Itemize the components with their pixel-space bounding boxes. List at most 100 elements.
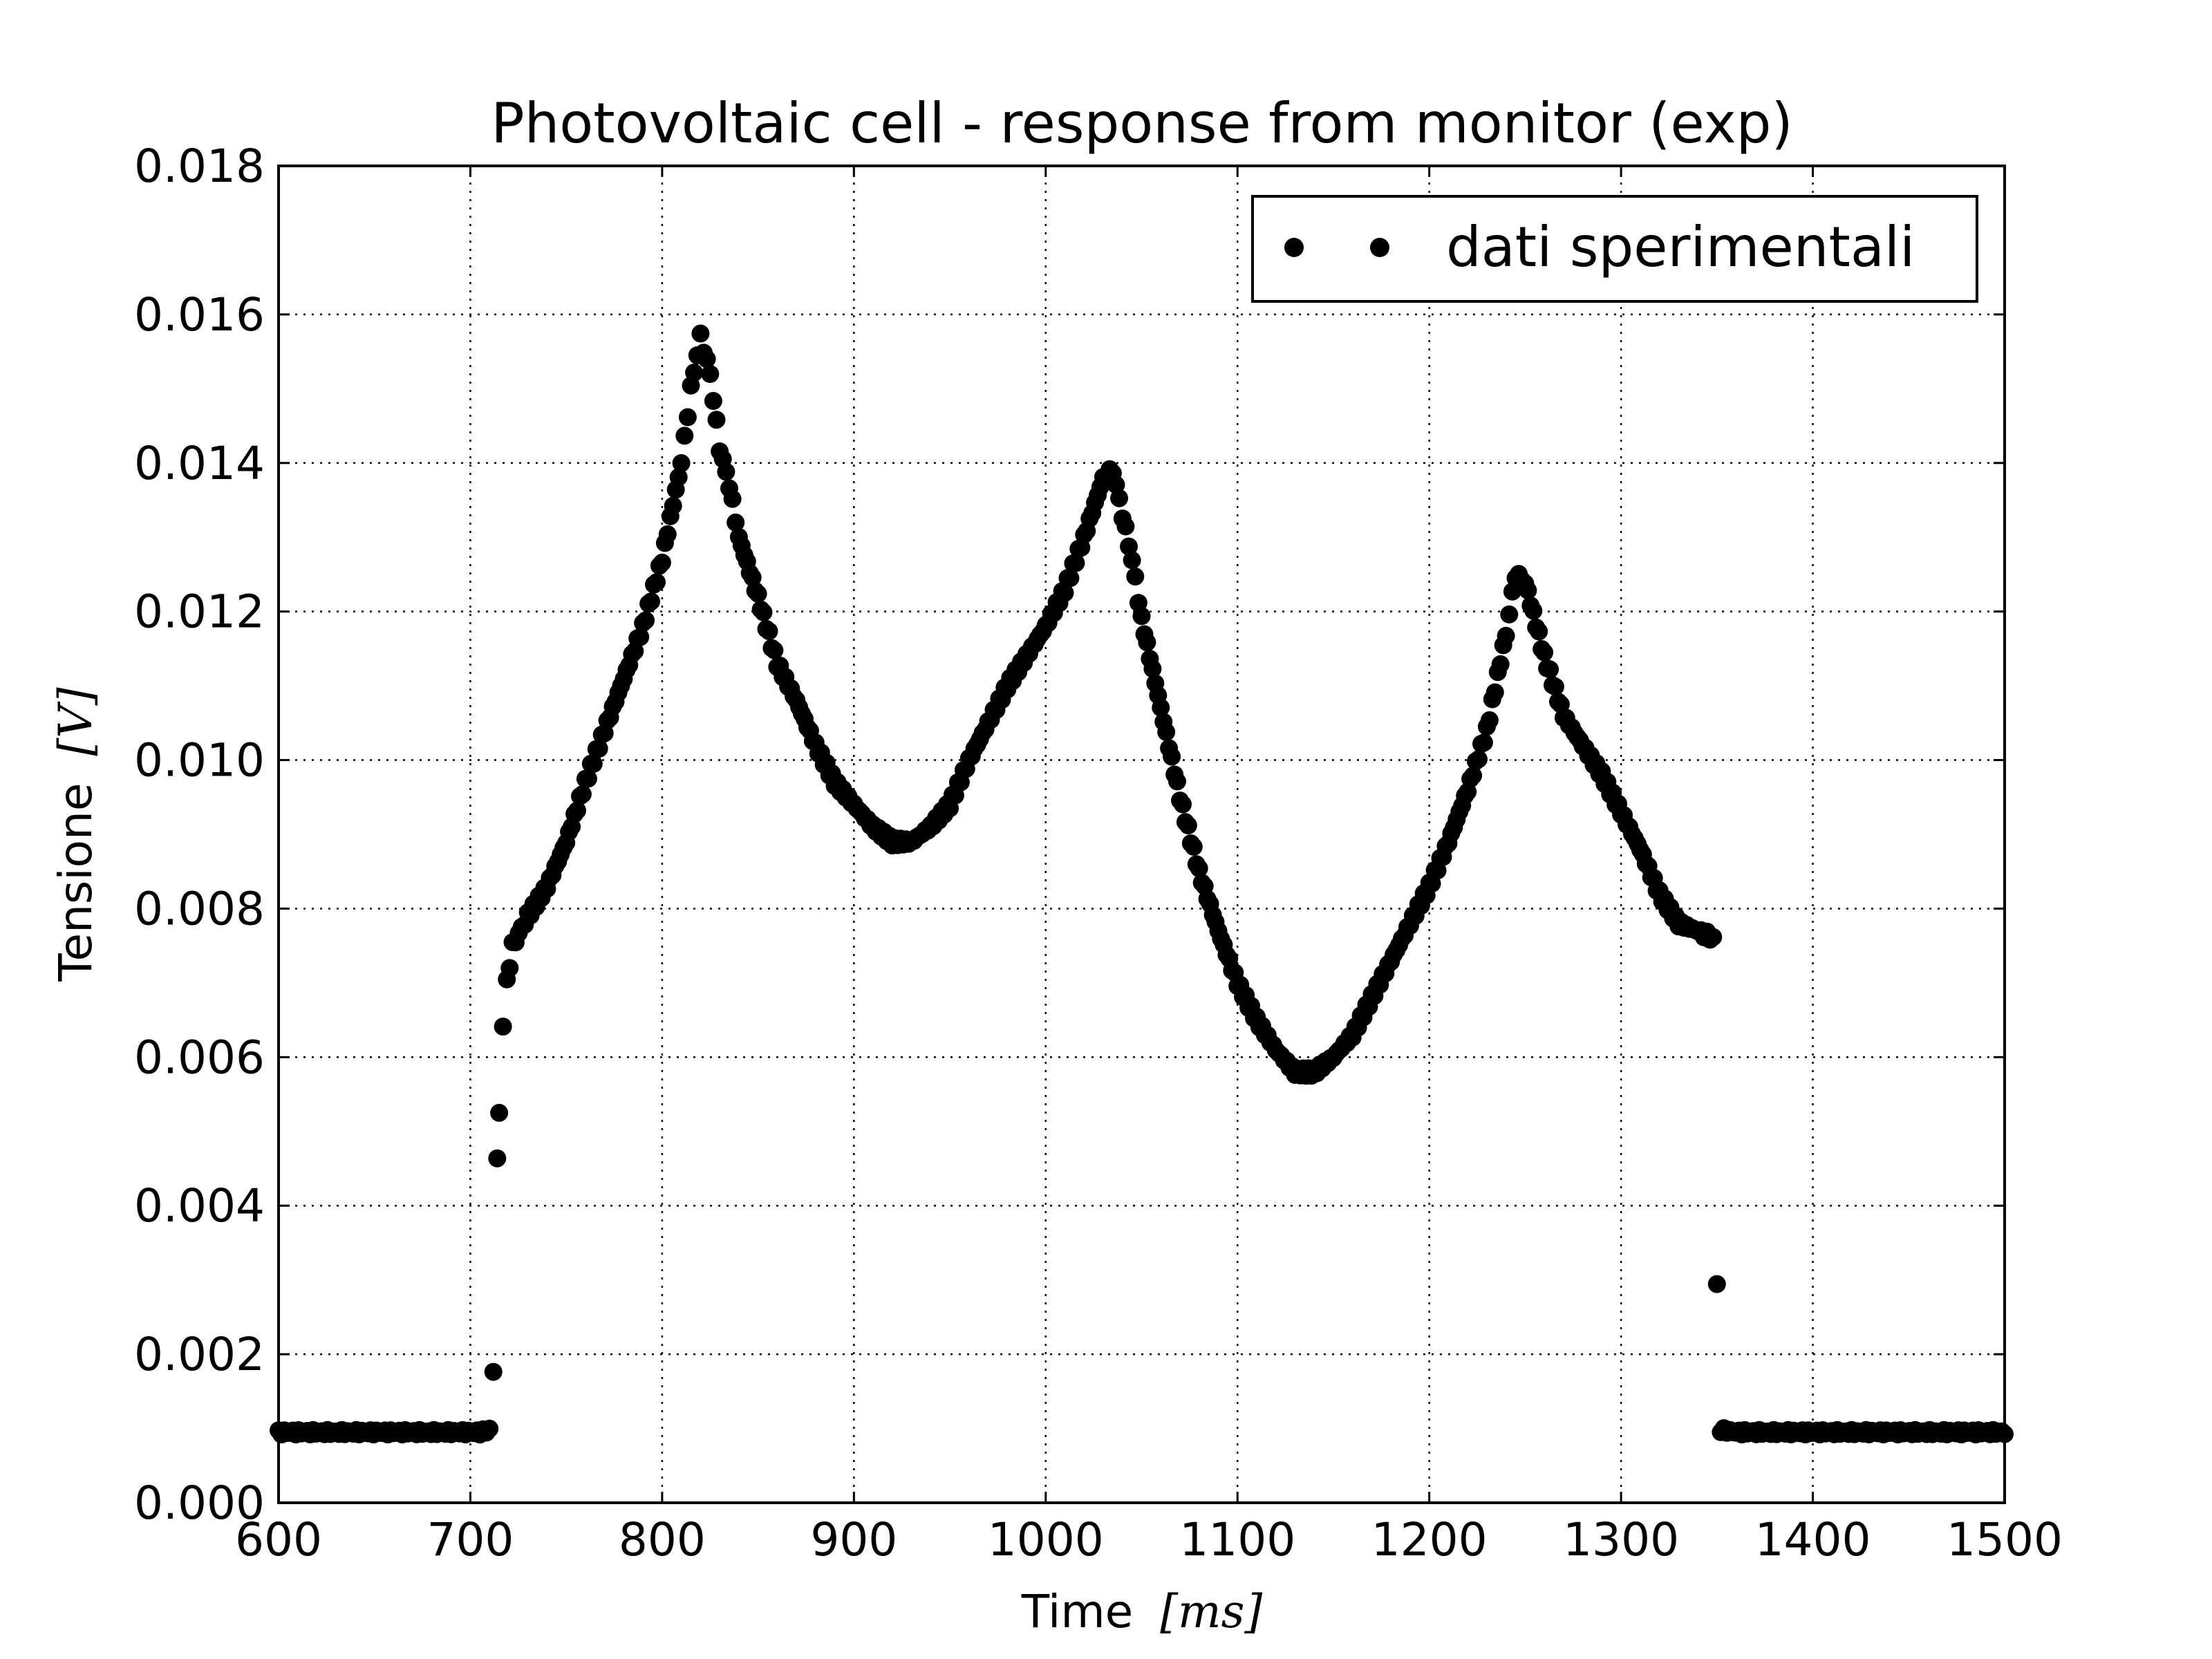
data-point (675, 427, 694, 445)
x-tick-label: 1300 (1563, 1513, 1679, 1566)
data-point (1190, 859, 1208, 878)
data-point (678, 408, 697, 427)
y-tick-label: 0.016 (134, 288, 265, 341)
data-point (1464, 767, 1483, 785)
data-point (1530, 622, 1548, 641)
x-tick-label: 600 (235, 1513, 322, 1566)
x-axis-unit: [ms] (1160, 1585, 1262, 1638)
x-tick-label: 1100 (1179, 1513, 1295, 1566)
data-point (743, 568, 762, 587)
y-tick-label: 0.008 (134, 882, 265, 935)
legend-marker (1370, 238, 1389, 257)
data-point (494, 1018, 512, 1036)
y-axis-title: Tensione [V] (49, 687, 102, 982)
legend-marker (1284, 238, 1304, 257)
x-tick-label: 1500 (1947, 1513, 2063, 1566)
data-point (1132, 607, 1151, 626)
data-point (490, 1103, 509, 1122)
data-point (1485, 683, 1504, 702)
data-point (672, 454, 691, 472)
x-tick-label: 1000 (988, 1513, 1104, 1566)
y-tick-label: 0.006 (134, 1031, 265, 1084)
y-tick-label: 0.002 (134, 1328, 265, 1381)
x-tick-label: 700 (427, 1513, 514, 1566)
x-axis-label: Time (1021, 1585, 1134, 1638)
data-point (631, 628, 650, 646)
data-point (1541, 660, 1559, 679)
data-points (270, 324, 2014, 1444)
legend-label: dati sperimentali (1446, 215, 1915, 279)
data-point (1061, 569, 1080, 588)
data-point (1056, 583, 1074, 602)
data-point (717, 462, 735, 481)
data-point (590, 740, 608, 758)
data-point (1123, 551, 1141, 570)
data-point (765, 641, 784, 659)
data-point (1143, 659, 1162, 678)
data-point (685, 364, 704, 382)
data-point (1519, 581, 1537, 600)
data-point (1168, 772, 1186, 791)
data-point (1174, 795, 1192, 814)
data-point (1551, 695, 1570, 713)
data-point (1184, 837, 1203, 856)
ticks: 600 700 800 900 1000 1100 1200 1300 1400 1500 0.00… (134, 140, 2063, 1566)
y-axis-unit: [V] (49, 687, 102, 756)
data-point (653, 553, 671, 572)
data-point (584, 754, 603, 773)
x-tick-label: 800 (619, 1513, 706, 1566)
y-tick-label: 0.010 (134, 734, 265, 787)
y-tick-label: 0.012 (134, 585, 265, 639)
y-tick-label: 0.018 (134, 140, 265, 193)
data-point (1126, 568, 1145, 585)
data-point (1470, 750, 1488, 769)
data-point (568, 801, 586, 820)
data-point (754, 603, 773, 621)
data-point (648, 573, 666, 592)
y-tick-label: 0.004 (134, 1179, 265, 1232)
data-point (704, 392, 722, 410)
data-point (480, 1419, 499, 1438)
data-point (1500, 605, 1519, 624)
data-point (579, 769, 597, 788)
data-point (669, 468, 688, 487)
x-axis-title: Time [ms] (1021, 1585, 1263, 1638)
x-tick-label: 1400 (1755, 1513, 1871, 1566)
data-point (707, 411, 726, 429)
data-point (727, 513, 745, 532)
data-point (664, 496, 682, 515)
data-point (1157, 723, 1176, 741)
data-point (1497, 626, 1515, 645)
legend: dati sperimentali (1251, 195, 1978, 303)
data-point (1110, 489, 1129, 507)
data-point (1535, 643, 1554, 662)
x-tick-label: 900 (810, 1513, 897, 1566)
data-point (701, 365, 720, 383)
chart-title: Photovoltaic cell - response from monito… (491, 91, 1792, 156)
data-point (749, 584, 767, 603)
data-point (1474, 733, 1493, 752)
data-point (1067, 554, 1085, 572)
data-point (500, 959, 519, 977)
data-point (1524, 601, 1543, 620)
plot-frame (277, 165, 2006, 1504)
data-point (1546, 677, 1564, 696)
data-point (1152, 698, 1170, 717)
data-point (723, 489, 742, 508)
data-point (573, 785, 592, 803)
data-point (642, 592, 660, 611)
y-tick-label: 0.014 (134, 437, 265, 490)
data-point (1107, 476, 1125, 494)
data-point (1704, 928, 1723, 946)
data-point (1491, 655, 1510, 673)
data-point (1707, 1275, 1726, 1293)
data-point (1163, 747, 1181, 766)
data-point (691, 324, 710, 343)
data-point (484, 1362, 503, 1381)
data-point (1179, 816, 1197, 834)
data-point (1116, 517, 1135, 536)
y-tick-label: 0.000 (134, 1477, 265, 1530)
data-point (488, 1149, 507, 1168)
data-point (697, 350, 716, 368)
